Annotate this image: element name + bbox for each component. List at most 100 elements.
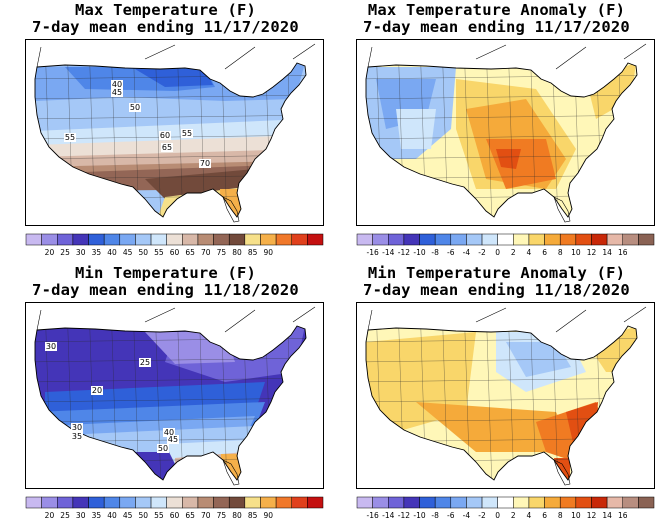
panel-title: Min Temperature Anomaly (F): [367, 264, 626, 282]
colorbar-tick-label: -12: [398, 248, 410, 257]
colorbar-swatch: [591, 233, 608, 246]
colorbar-swatch: [166, 496, 183, 509]
colorbar-swatch: [57, 233, 74, 246]
colorbar-swatch: [559, 233, 577, 246]
colorbar-swatch: [291, 496, 308, 509]
panel-min-temp-anomaly: Min Temperature Anomaly (F) 7-day mean e…: [331, 263, 662, 526]
colorbar-tick-label: -6: [447, 248, 455, 257]
contour-label-box: [157, 444, 169, 453]
colorbar-tick-label: 75: [217, 248, 227, 257]
colorbar-tick-label: 10: [571, 511, 581, 520]
colorbar-tick-label: 45: [123, 511, 133, 520]
colorbar-tick-label: 30: [76, 248, 86, 257]
state-line: [35, 377, 306, 383]
colorbar-swatch: [622, 496, 639, 509]
contour-label-box: [111, 88, 123, 97]
colorbar-swatch: [41, 233, 58, 246]
contour-label: 45: [168, 435, 178, 444]
contour-label-box: [71, 432, 83, 441]
colorbar-swatch: [544, 233, 561, 246]
state-line: [176, 63, 184, 217]
colorbar-tick-label: -14: [382, 511, 394, 520]
colorbar-tick-label: -10: [413, 511, 425, 520]
colorbar-tick-label: -4: [463, 511, 471, 520]
colorbar-swatch: [575, 496, 592, 509]
colorbar-swatch: [497, 496, 514, 509]
field-region: [396, 109, 436, 149]
colorbar-swatch: [25, 496, 42, 509]
coast-outline: [553, 196, 571, 223]
colorbar-swatch: [466, 233, 483, 246]
min-temp-anomaly-map: [356, 302, 655, 489]
state-line: [485, 326, 493, 480]
colorbar-tick-label: -4: [463, 248, 471, 257]
colorbar-swatch: [291, 233, 308, 246]
colorbar-swatch: [41, 496, 58, 509]
colorbar-swatch: [228, 496, 246, 509]
panel-subtitle: 7-day mean ending 11/17/2020: [32, 18, 299, 36]
colorbar-tick-label: 75: [217, 511, 227, 520]
panel-subtitle: 7-day mean ending 11/18/2020: [32, 281, 299, 299]
state-line: [154, 326, 162, 480]
min-temp-colorbar: 20 25 30 35 40 45 50 55 60 65 70 75 80 85 90: [25, 496, 324, 520]
colorbar-swatch: [307, 496, 324, 509]
contour-label: 30: [72, 423, 82, 432]
colorbar-tick-label: -16: [367, 248, 379, 257]
colorbar-swatch: [606, 496, 623, 509]
colorbar-tick-label: 4: [527, 248, 532, 257]
colorbar-tick-label: -10: [413, 248, 425, 257]
colorbar-swatch: [591, 496, 608, 509]
colorbar-swatch: [260, 496, 277, 509]
colorbar-swatch: [481, 233, 498, 246]
colorbar-swatch: [228, 233, 246, 246]
panel-title: Max Temperature (F): [74, 1, 257, 19]
colorbar-tick-label: 16: [618, 248, 628, 257]
panel-max-temp-anomaly: Max Temperature Anomaly (F) 7-day mean e…: [331, 0, 662, 263]
field-region: [135, 69, 213, 87]
max-temp-anomaly-colorbar: -16 -14 -12 -10 -8 -6 -4 -2 0 2 4 6 8 10 12 14 16: [356, 233, 655, 257]
state-line: [485, 63, 493, 217]
panel-title: Min Temperature (F): [74, 264, 257, 282]
contour-label-box: [71, 423, 83, 432]
colorbar-tick-label: 12: [587, 248, 597, 257]
colorbar-swatch: [244, 233, 261, 246]
colorbar-tick-label: 70: [201, 248, 211, 257]
colorbar-swatch: [150, 233, 167, 246]
contour-label: 65: [162, 143, 172, 152]
colorbar-swatch: [528, 233, 545, 246]
state-line: [154, 63, 162, 217]
colorbar-tick-label: 20: [45, 248, 55, 257]
colorbar-tick-label: 20: [45, 511, 55, 520]
colorbar-swatch: [450, 233, 467, 246]
colorbar-swatch: [466, 496, 483, 509]
contour-label-box: [161, 143, 173, 152]
colorbar-swatch: [388, 496, 405, 509]
colorbar-swatch: [166, 233, 183, 246]
colorbar-tick-label: 25: [60, 248, 70, 257]
colorbar-swatch: [622, 233, 639, 246]
contour-label-box: [159, 131, 171, 140]
colorbar-swatch: [197, 496, 214, 509]
colorbar-swatch: [403, 233, 420, 246]
colorbar-swatch: [419, 496, 436, 509]
coast-outline: [222, 459, 240, 486]
us-outline: [34, 325, 307, 481]
colorbar-swatch: [260, 233, 277, 246]
state-line: [366, 94, 637, 100]
colorbar-swatch: [182, 233, 199, 246]
colorbar-swatch: [72, 496, 89, 509]
colorbar-swatch: [403, 496, 420, 509]
colorbar-swatch: [307, 233, 324, 246]
contour-label: 55: [65, 133, 75, 142]
colorbar-tick-label: 12: [587, 511, 597, 520]
colorbar-swatch: [481, 496, 498, 509]
contour-label-box: [199, 159, 211, 168]
contour-label-box: [181, 129, 193, 138]
colorbar-swatch: [275, 496, 292, 509]
field-region: [496, 149, 521, 169]
colorbar-tick-label: 60: [170, 248, 180, 257]
panel-subtitle: 7-day mean ending 11/17/2020: [363, 18, 630, 36]
colorbar-tick-label: 8: [558, 248, 563, 257]
us-outline: [34, 62, 307, 218]
colorbar-tick-label: 35: [92, 511, 102, 520]
